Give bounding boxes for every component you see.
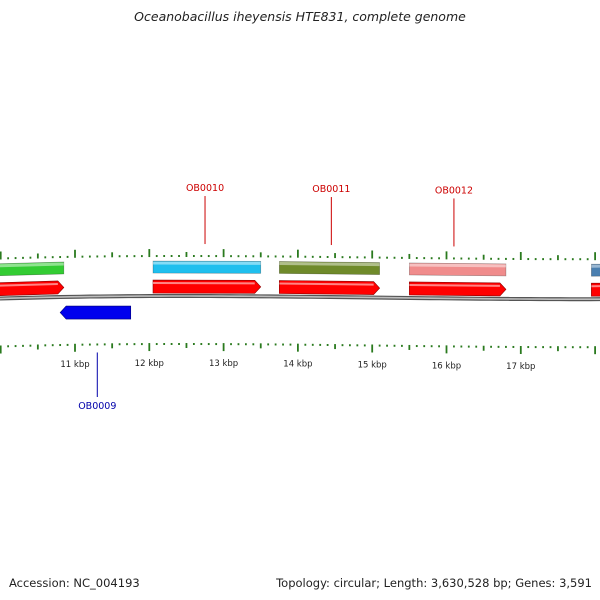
gene-label: OB0011: [312, 184, 350, 195]
backbone-inner-line: [0, 295, 600, 301]
gene-label: OB0010: [186, 183, 224, 194]
cog-gene-highlight: [0, 262, 64, 268]
genome-title: Oceanobacillus iheyensis HTE831, complet…: [134, 9, 466, 24]
forward-cds-arrow: [152, 279, 262, 294]
cog-gene-bar: [0, 261, 65, 277]
cog-gene-bar: [152, 260, 262, 274]
forward-cds-highlight: [0, 282, 58, 287]
tick-marks-group: [0, 249, 596, 355]
kbp-label: 16 kbp: [432, 361, 461, 371]
reverse-cds-track: [59, 305, 132, 320]
kbp-label: 14 kbp: [283, 360, 312, 370]
forward-cds-highlight: [279, 282, 374, 286]
kbp-labels-group: 11 kbp 12 kbp 13 kbp 14 kbp 15 kbp 16 kbp 17 k…: [60, 359, 535, 372]
cog-gene-bar: [409, 262, 507, 277]
backbone-group: [0, 293, 600, 302]
forward-cds-arrow: [279, 280, 381, 295]
kbp-label: 11 kbp: [60, 360, 89, 370]
forward-cds-arrow: [409, 281, 507, 297]
kbp-label: 13 kbp: [209, 359, 238, 369]
accession-label: Accession: NC_004193: [9, 576, 140, 590]
kbp-label: 17 kbp: [506, 362, 535, 372]
forward-cds-arrow: [591, 282, 600, 297]
gene-label: OB0009: [78, 401, 116, 412]
reverse-cds-arrow: [59, 305, 132, 320]
cog-gene-bar: [279, 261, 380, 275]
gene-labels-group: OB0010 OB0011 OB0012 OB0009: [78, 183, 473, 412]
cog-gene-bar: [591, 263, 600, 277]
cog-gene-highlight: [279, 261, 380, 267]
cog-gene-highlight: [409, 263, 506, 268]
kbp-label: 15 kbp: [358, 361, 387, 371]
gene-label: OB0012: [435, 185, 473, 196]
topology-label: Topology: circular; Length: 3,630,528 bp…: [276, 576, 592, 590]
kbp-label: 12 kbp: [135, 359, 164, 369]
forward-cds-track: [0, 279, 600, 297]
forward-cds-highlight: [409, 283, 500, 287]
cog-gene-track: [0, 260, 600, 277]
